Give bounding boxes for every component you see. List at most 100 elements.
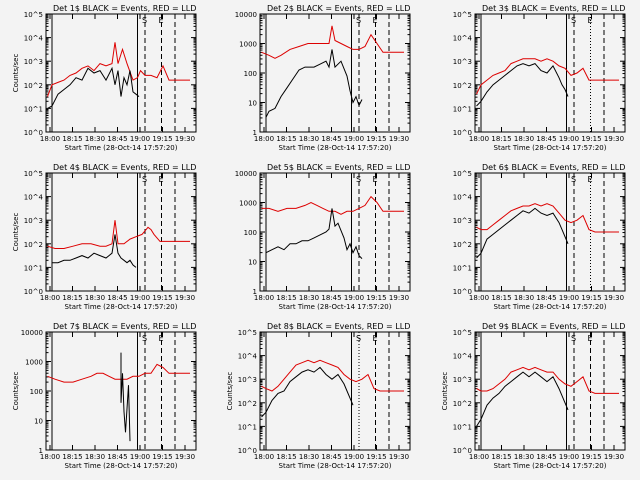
x-tick-label: 18:30 bbox=[85, 135, 105, 143]
x-tick-label: 18:30 bbox=[299, 453, 319, 461]
y-tick-label: 10^5 bbox=[453, 329, 472, 337]
x-tick-label: 18:30 bbox=[85, 453, 105, 461]
x-tick-label: 18:15 bbox=[62, 453, 82, 461]
x-axis-label: Start Time (28-Oct-14 17:57:20) bbox=[65, 303, 178, 311]
panel-title: Det 3$ BLACK = Events, RED = LLD bbox=[482, 4, 625, 13]
plot-frame bbox=[259, 331, 411, 451]
y-tick-label: 10000 bbox=[235, 170, 257, 178]
series-red-line bbox=[261, 25, 404, 59]
x-tick-label: 18:00 bbox=[254, 453, 274, 461]
y-tick-label: 10^2 bbox=[24, 82, 43, 90]
x-tick-label: 19:00 bbox=[559, 135, 579, 143]
x-tick-label: 18:00 bbox=[469, 135, 489, 143]
x-tick-label: 18:00 bbox=[254, 135, 274, 143]
y-tick-label: 10^3 bbox=[24, 217, 43, 225]
panel-title: Det 2$ BLACK = Events, RED = LLD bbox=[267, 4, 410, 13]
series-black-line bbox=[47, 66, 140, 109]
y-axis-label: Counts/sec bbox=[12, 213, 20, 252]
y-tick-label: 10^5 bbox=[453, 11, 472, 19]
series-black-line bbox=[476, 371, 569, 427]
series-red-line bbox=[47, 363, 190, 383]
marker-label: S bbox=[356, 175, 361, 184]
x-tick-label: 18:30 bbox=[299, 294, 319, 302]
y-tick-label: 10^4 bbox=[238, 353, 258, 361]
x-tick-label: 19:30 bbox=[175, 453, 195, 461]
y-axis-label: Counts/sec bbox=[226, 372, 234, 411]
x-tick-label: 18:30 bbox=[514, 135, 534, 143]
marker-label: E bbox=[588, 334, 593, 343]
x-tick-label: 19:30 bbox=[604, 453, 624, 461]
x-tick-label: 19:00 bbox=[559, 453, 579, 461]
y-tick-label: 1000 bbox=[25, 359, 43, 367]
x-axis-label: Start Time (28-Oct-14 17:57:20) bbox=[494, 144, 607, 152]
series-black-line bbox=[265, 208, 363, 259]
y-tick-label: 10 bbox=[34, 418, 43, 426]
y-tick-label: 10^3 bbox=[453, 376, 472, 384]
x-tick-label: 18:15 bbox=[491, 294, 511, 302]
y-tick-label: 10^1 bbox=[453, 105, 472, 113]
marker-label: S bbox=[571, 16, 576, 25]
x-tick-label: 18:15 bbox=[491, 453, 511, 461]
series-black-line bbox=[476, 63, 569, 107]
x-tick-label: 19:15 bbox=[581, 453, 601, 461]
marker-label: S bbox=[356, 16, 361, 25]
panel-8: Det 8$ BLACK = Events, RED = LLD 10^0 10^1… bbox=[226, 322, 411, 470]
x-tick-label: 19:30 bbox=[389, 135, 409, 143]
y-axis-label: Counts/sec bbox=[441, 372, 449, 411]
y-axis-label: Counts/sec bbox=[12, 372, 20, 411]
y-tick-label: 10^0 bbox=[453, 447, 472, 455]
x-tick-label: 18:30 bbox=[85, 294, 105, 302]
x-tick-label: 18:15 bbox=[276, 294, 296, 302]
x-tick-label: 18:45 bbox=[107, 453, 127, 461]
x-tick-label: 18:45 bbox=[536, 453, 556, 461]
y-tick-label: 1 bbox=[39, 447, 43, 455]
series-black-line bbox=[120, 352, 131, 442]
y-tick-label: 100 bbox=[30, 388, 43, 396]
x-tick-label: 19:30 bbox=[389, 453, 409, 461]
y-tick-label: 10^5 bbox=[453, 170, 472, 178]
series-red-line bbox=[47, 220, 190, 249]
plot-frame bbox=[45, 13, 197, 133]
x-tick-label: 18:45 bbox=[107, 135, 127, 143]
panel-2: Det 2$ BLACK = Events, RED = LLD 1 10 100 10… bbox=[235, 4, 411, 152]
y-tick-label: 10^3 bbox=[453, 58, 472, 66]
y-tick-label: 10^0 bbox=[24, 288, 43, 296]
y-tick-label: 10 bbox=[248, 100, 257, 108]
marker-label: E bbox=[159, 175, 164, 184]
y-tick-label: 10^2 bbox=[238, 400, 257, 408]
y-tick-label: 10^0 bbox=[453, 288, 472, 296]
x-tick-label: 19:00 bbox=[344, 453, 364, 461]
panel-5: Det 5$ BLACK = Events, RED = LLD 1 10 100 10… bbox=[235, 163, 411, 311]
x-axis-label: Start Time (28-Oct-14 17:57:20) bbox=[279, 303, 392, 311]
marker-label: E bbox=[159, 16, 164, 25]
plot-frame bbox=[474, 13, 626, 133]
x-axis-label: Start Time (28-Oct-14 17:57:20) bbox=[279, 462, 392, 470]
series-black-line bbox=[265, 49, 363, 118]
x-tick-label: 18:30 bbox=[299, 135, 319, 143]
x-axis-label: Start Time (28-Oct-14 17:57:20) bbox=[494, 462, 607, 470]
panel-4: Det 4$ BLACK = Events, RED = LLD 10^0 10^1… bbox=[12, 163, 197, 311]
x-tick-label: 18:30 bbox=[514, 294, 534, 302]
y-tick-label: 10^4 bbox=[24, 35, 44, 43]
y-tick-label: 1 bbox=[253, 288, 257, 296]
x-tick-label: 19:00 bbox=[344, 135, 364, 143]
x-tick-label: 19:15 bbox=[152, 294, 172, 302]
x-tick-label: 18:15 bbox=[62, 294, 82, 302]
panel-9: Det 9$ BLACK = Events, RED = LLD 10^0 10^1… bbox=[441, 322, 626, 470]
y-tick-label: 10 bbox=[248, 259, 257, 267]
y-tick-label: 10^0 bbox=[453, 129, 472, 137]
x-tick-label: 19:15 bbox=[581, 294, 601, 302]
y-axis-label: Counts/sec bbox=[12, 54, 20, 93]
marker-label: E bbox=[373, 16, 378, 25]
x-tick-label: 18:00 bbox=[469, 453, 489, 461]
y-tick-label: 10000 bbox=[21, 329, 43, 337]
x-tick-label: 19:30 bbox=[175, 294, 195, 302]
panel-title: Det 4$ BLACK = Events, RED = LLD bbox=[53, 163, 196, 172]
x-tick-label: 18:45 bbox=[536, 294, 556, 302]
plot-frame bbox=[474, 331, 626, 451]
x-tick-label: 19:30 bbox=[604, 135, 624, 143]
x-tick-label: 18:00 bbox=[40, 453, 60, 461]
y-tick-label: 10^2 bbox=[453, 241, 472, 249]
x-tick-label: 19:00 bbox=[559, 294, 579, 302]
x-axis-label: Start Time (28-Oct-14 17:57:20) bbox=[279, 144, 392, 152]
